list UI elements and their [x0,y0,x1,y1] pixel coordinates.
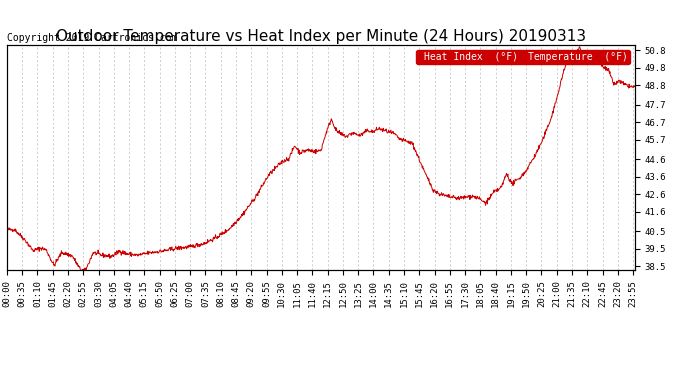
Legend: Heat Index  (°F), Temperature  (°F): Heat Index (°F), Temperature (°F) [415,50,630,64]
Text: Copyright 2019 Cartronics.com: Copyright 2019 Cartronics.com [7,33,177,43]
Title: Outdoor Temperature vs Heat Index per Minute (24 Hours) 20190313: Outdoor Temperature vs Heat Index per Mi… [56,29,586,44]
